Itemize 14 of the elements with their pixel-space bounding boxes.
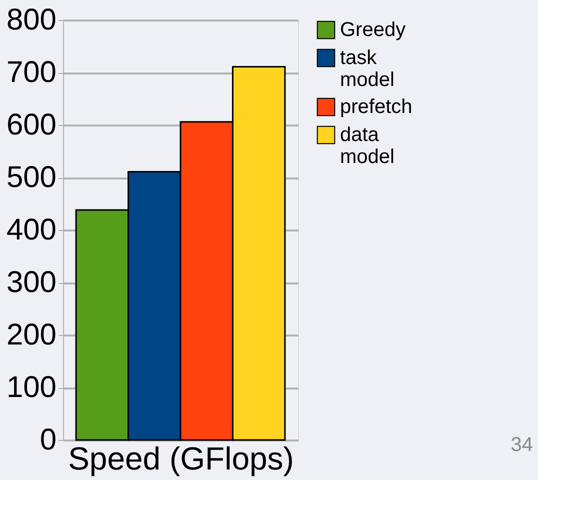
y-tick-label: 500 [6,161,56,194]
x-axis-title: Speed (GFlops) [68,440,294,476]
y-tick-label: 100 [6,371,56,404]
y-tick-label: 400 [6,214,56,246]
y-tick-label: 0 [40,424,56,456]
legend-label: Greedy [340,19,406,41]
y-tick-label: 200 [6,318,56,352]
y-tick-label: 600 [6,108,56,142]
y-tick-label: 700 [6,56,56,89]
legend-label: prefetch [340,96,412,118]
y-tick-label: 800 [6,4,56,36]
legend-label: data model [340,124,394,168]
text: 34 [510,434,533,456]
y-tick-label: 300 [6,266,56,299]
